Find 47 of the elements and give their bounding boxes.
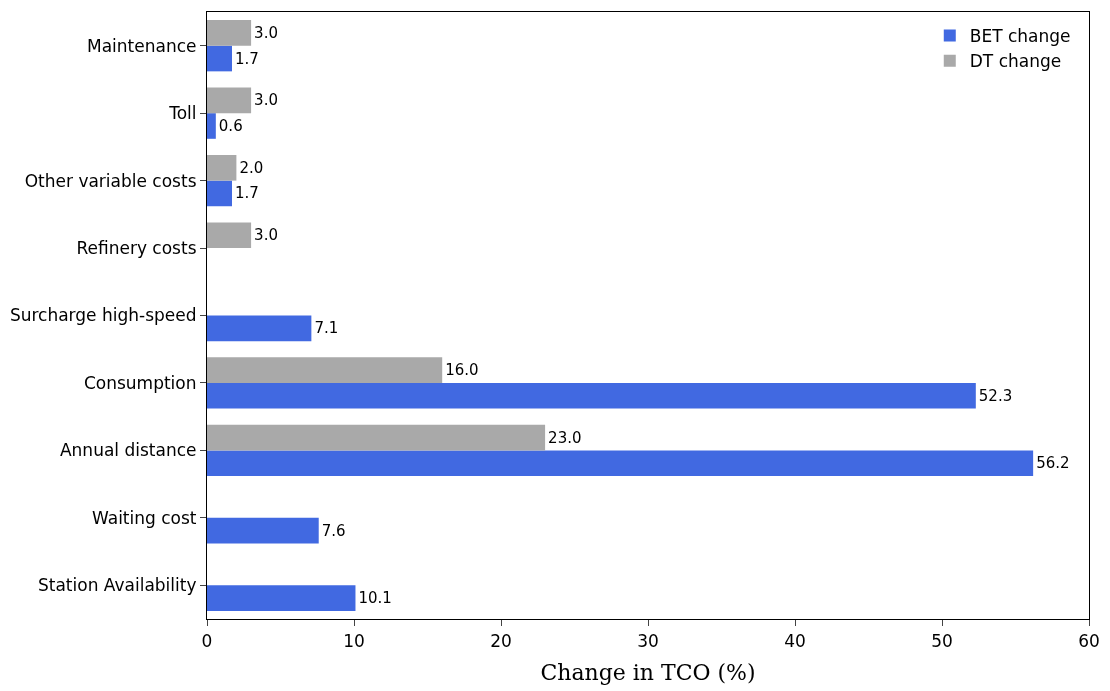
y-tick-label: Consumption — [83, 372, 197, 393]
data-label: 10.1 — [358, 589, 392, 608]
y-tick-label: Annual distance — [59, 440, 197, 461]
bar — [207, 180, 232, 207]
data-label: 16.0 — [445, 361, 479, 380]
data-label: 52.3 — [978, 386, 1013, 405]
data-label: 2.0 — [239, 158, 264, 177]
bar — [207, 222, 252, 249]
data-label: 3.0 — [254, 91, 278, 110]
x-tick-label: 50 — [931, 630, 953, 651]
y-tick-label: Station Availability — [37, 575, 197, 596]
x-tick-label: 20 — [490, 630, 512, 651]
bar — [207, 357, 443, 383]
legend-label: DT change — [969, 51, 1062, 72]
data-label: 3.0 — [254, 226, 278, 245]
bar — [207, 45, 232, 72]
x-tick-label: 60 — [1078, 630, 1100, 651]
x-tick-label: 0 — [201, 630, 213, 651]
y-tick-label: Other variable costs — [24, 170, 197, 191]
bar — [207, 154, 237, 181]
bar — [207, 87, 252, 114]
data-label: 7.1 — [314, 319, 339, 338]
data-label: 1.7 — [234, 184, 259, 203]
x-axis-title: Change in TCO (%) — [540, 660, 756, 686]
bar — [207, 585, 356, 611]
x-tick-label: 30 — [637, 630, 659, 651]
bar — [207, 517, 319, 544]
legend-label: BET change — [969, 26, 1071, 47]
data-label: 56.2 — [1036, 454, 1070, 473]
bar — [207, 113, 216, 139]
x-tick-label: 10 — [343, 630, 365, 651]
y-tick-label: Toll — [168, 103, 197, 124]
bar — [207, 424, 546, 451]
x-tick-label: 40 — [784, 630, 806, 651]
data-label: 3.0 — [254, 23, 278, 42]
data-label: 1.7 — [234, 49, 259, 68]
bar — [207, 20, 252, 46]
y-tick-label: Maintenance — [87, 35, 197, 56]
bar — [207, 382, 976, 409]
data-label: 23.0 — [548, 428, 582, 447]
y-tick-label: Waiting cost — [92, 507, 197, 528]
bar — [207, 450, 1034, 477]
data-label: 7.6 — [321, 521, 346, 540]
y-tick-label: Surcharge high-speed — [9, 305, 197, 326]
y-tick-label: Refinery costs — [76, 238, 197, 259]
data-label: 0.6 — [218, 116, 243, 135]
bar — [207, 315, 312, 342]
